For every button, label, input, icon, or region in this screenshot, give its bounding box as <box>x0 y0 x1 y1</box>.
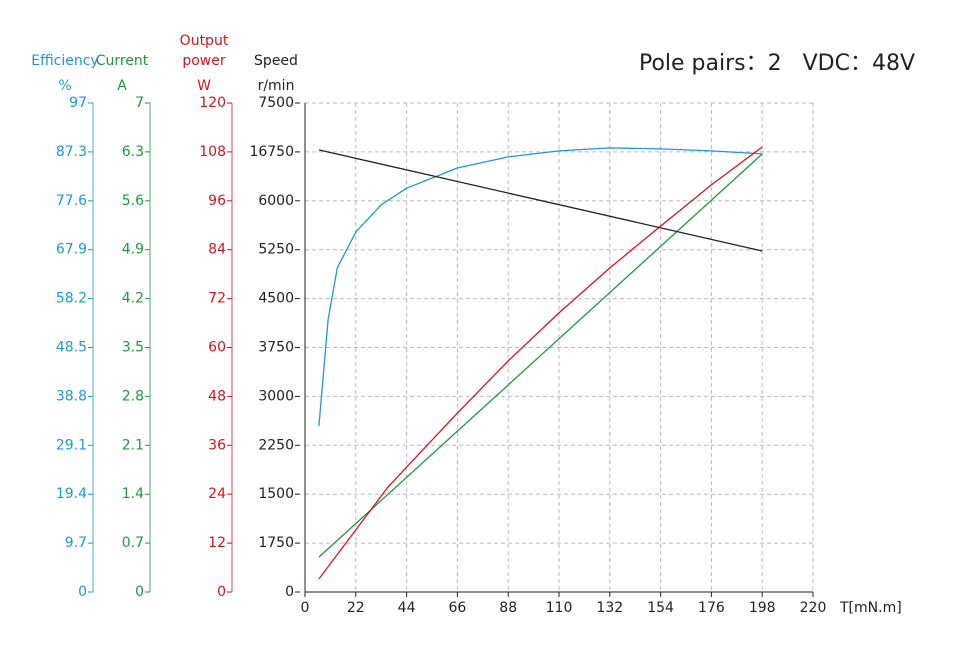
x-tick-label: 132 <box>596 600 623 616</box>
y-tick-label: 0.7 <box>122 535 144 551</box>
y-tick-label: 3000 <box>258 388 294 404</box>
y-tick-label: 2250 <box>258 437 294 453</box>
y-tick-label: 77.6 <box>56 193 87 209</box>
y-tick-label: 4.2 <box>122 291 144 307</box>
y-tick-label: 2.8 <box>122 388 144 404</box>
x-tick-label: 154 <box>647 600 674 616</box>
series-line <box>318 147 763 427</box>
y-tick-label: 97 <box>69 95 87 111</box>
axis-label: Speed <box>254 53 298 69</box>
y-tick-label: 108 <box>199 144 226 160</box>
y-tick-label: 5.6 <box>122 193 144 209</box>
y-tick-label: 0 <box>217 584 226 600</box>
axis-unit: r/min <box>258 78 295 94</box>
y-tick-label: 72 <box>208 291 226 307</box>
y-tick-label: 38.8 <box>56 388 87 404</box>
y-tick-label: 1750 <box>258 535 294 551</box>
y-tick-label: 87.3 <box>56 144 87 160</box>
x-tick-label: 220 <box>800 600 827 616</box>
axis-label: Current <box>96 53 149 69</box>
y-tick-label: 7 <box>135 95 144 111</box>
y-tick-label: 58.2 <box>56 291 87 307</box>
series-line <box>318 146 763 580</box>
axis-label: Output <box>180 33 229 49</box>
x-tick-label: 110 <box>546 600 573 616</box>
y-tick-label: 48 <box>208 388 226 404</box>
y-tick-label: 3.5 <box>122 340 144 356</box>
y-tick-label: 19.4 <box>56 486 87 502</box>
y-tick-label: 6.3 <box>122 144 144 160</box>
x-tick-label: 176 <box>698 600 725 616</box>
y-tick-label: 29.1 <box>56 437 87 453</box>
y-tick-label: 0 <box>135 584 144 600</box>
x-tick-label: 0 <box>301 600 310 616</box>
y-tick-label: 4.9 <box>122 242 144 258</box>
x-axis-label: T[mN.m] <box>839 600 902 616</box>
y-tick-label: 24 <box>208 486 226 502</box>
axis-unit: % <box>58 78 71 94</box>
y-tick-label: 0 <box>78 584 87 600</box>
y-tick-label: 1.4 <box>122 486 144 502</box>
x-tick-label: 198 <box>749 600 776 616</box>
y-tick-label: 3750 <box>258 340 294 356</box>
axis-unit: W <box>197 78 211 94</box>
x-tick-label: 44 <box>398 600 416 616</box>
chart-title: Pole pairs：2 VDC：48V <box>639 51 915 76</box>
y-tick-label: 48.5 <box>56 340 87 356</box>
y-tick-label: 96 <box>208 193 226 209</box>
y-tick-label: 1500 <box>258 486 294 502</box>
y-tick-label: 9.7 <box>65 535 87 551</box>
y-tick-label: 4500 <box>258 291 294 307</box>
series-line <box>318 149 763 252</box>
y-tick-label: 2.1 <box>122 437 144 453</box>
x-tick-label: 66 <box>448 600 466 616</box>
x-tick-label: 22 <box>347 600 365 616</box>
y-tick-label: 16750 <box>249 144 294 160</box>
y-tick-label: 6000 <box>258 193 294 209</box>
y-tick-label: 7500 <box>258 95 294 111</box>
y-tick-label: 67.9 <box>56 242 87 258</box>
x-tick-label: 88 <box>499 600 517 616</box>
y-tick-label: 5250 <box>258 242 294 258</box>
series-line <box>318 153 763 558</box>
y-tick-label: 120 <box>199 95 226 111</box>
y-tick-label: 36 <box>208 437 226 453</box>
y-tick-label: 60 <box>208 340 226 356</box>
axis-label: Efficiency <box>31 53 98 69</box>
axis-unit: A <box>117 78 127 94</box>
y-tick-label: 12 <box>208 535 226 551</box>
y-tick-label: 84 <box>208 242 226 258</box>
y-tick-label: 0 <box>285 584 294 600</box>
axis-label: power <box>182 53 226 69</box>
